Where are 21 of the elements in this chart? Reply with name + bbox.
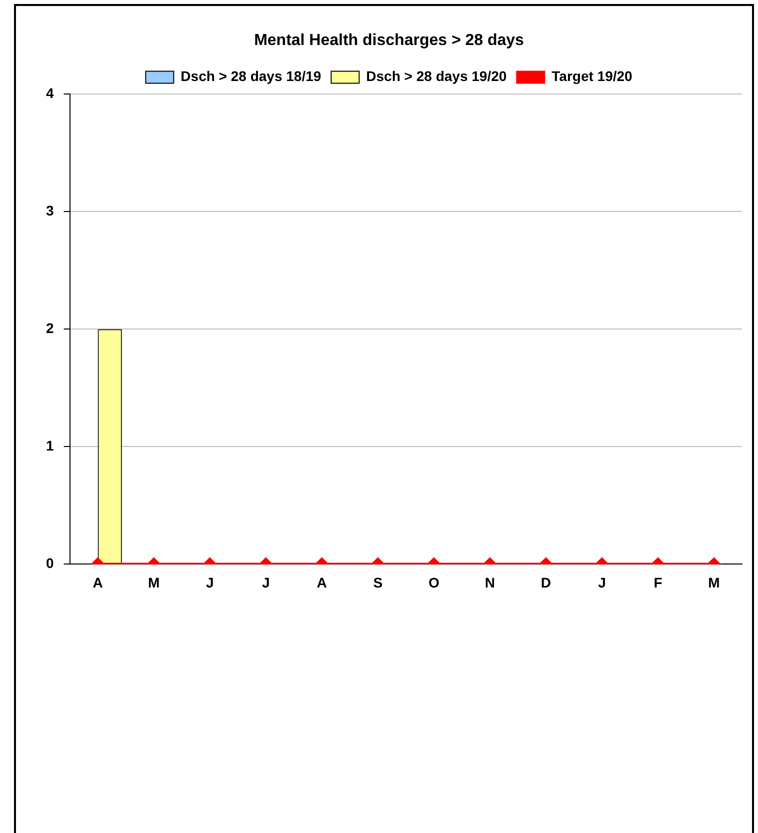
- x-tick-label: M: [708, 574, 720, 590]
- y-tick-label: 2: [46, 320, 54, 336]
- y-tick-label: 1: [46, 438, 54, 454]
- x-tick-label: N: [484, 574, 495, 590]
- legend-label: Dsch > 28 days 18/19: [180, 68, 322, 84]
- y-tick-label: 0: [46, 555, 54, 572]
- x-tick-label: M: [148, 574, 160, 590]
- x-tick-label: A: [92, 574, 103, 590]
- y-tick-label: 4: [46, 85, 54, 102]
- x-tick-label: A: [316, 574, 327, 590]
- x-tick-label: D: [540, 574, 551, 590]
- x-tick-label: F: [654, 574, 663, 590]
- legend-label: Target 19/20: [552, 68, 633, 84]
- y-tick-label: 3: [46, 202, 54, 219]
- legend-label: Dsch > 28 days 19/20: [366, 68, 507, 84]
- x-tick-label: J: [262, 574, 270, 590]
- x-tick-label: J: [598, 574, 606, 590]
- x-tick-label: J: [206, 574, 214, 590]
- x-tick-label: O: [428, 574, 440, 590]
- chart-title: Mental Health discharges > 28 days: [254, 32, 524, 50]
- x-tick-label: S: [373, 574, 383, 590]
